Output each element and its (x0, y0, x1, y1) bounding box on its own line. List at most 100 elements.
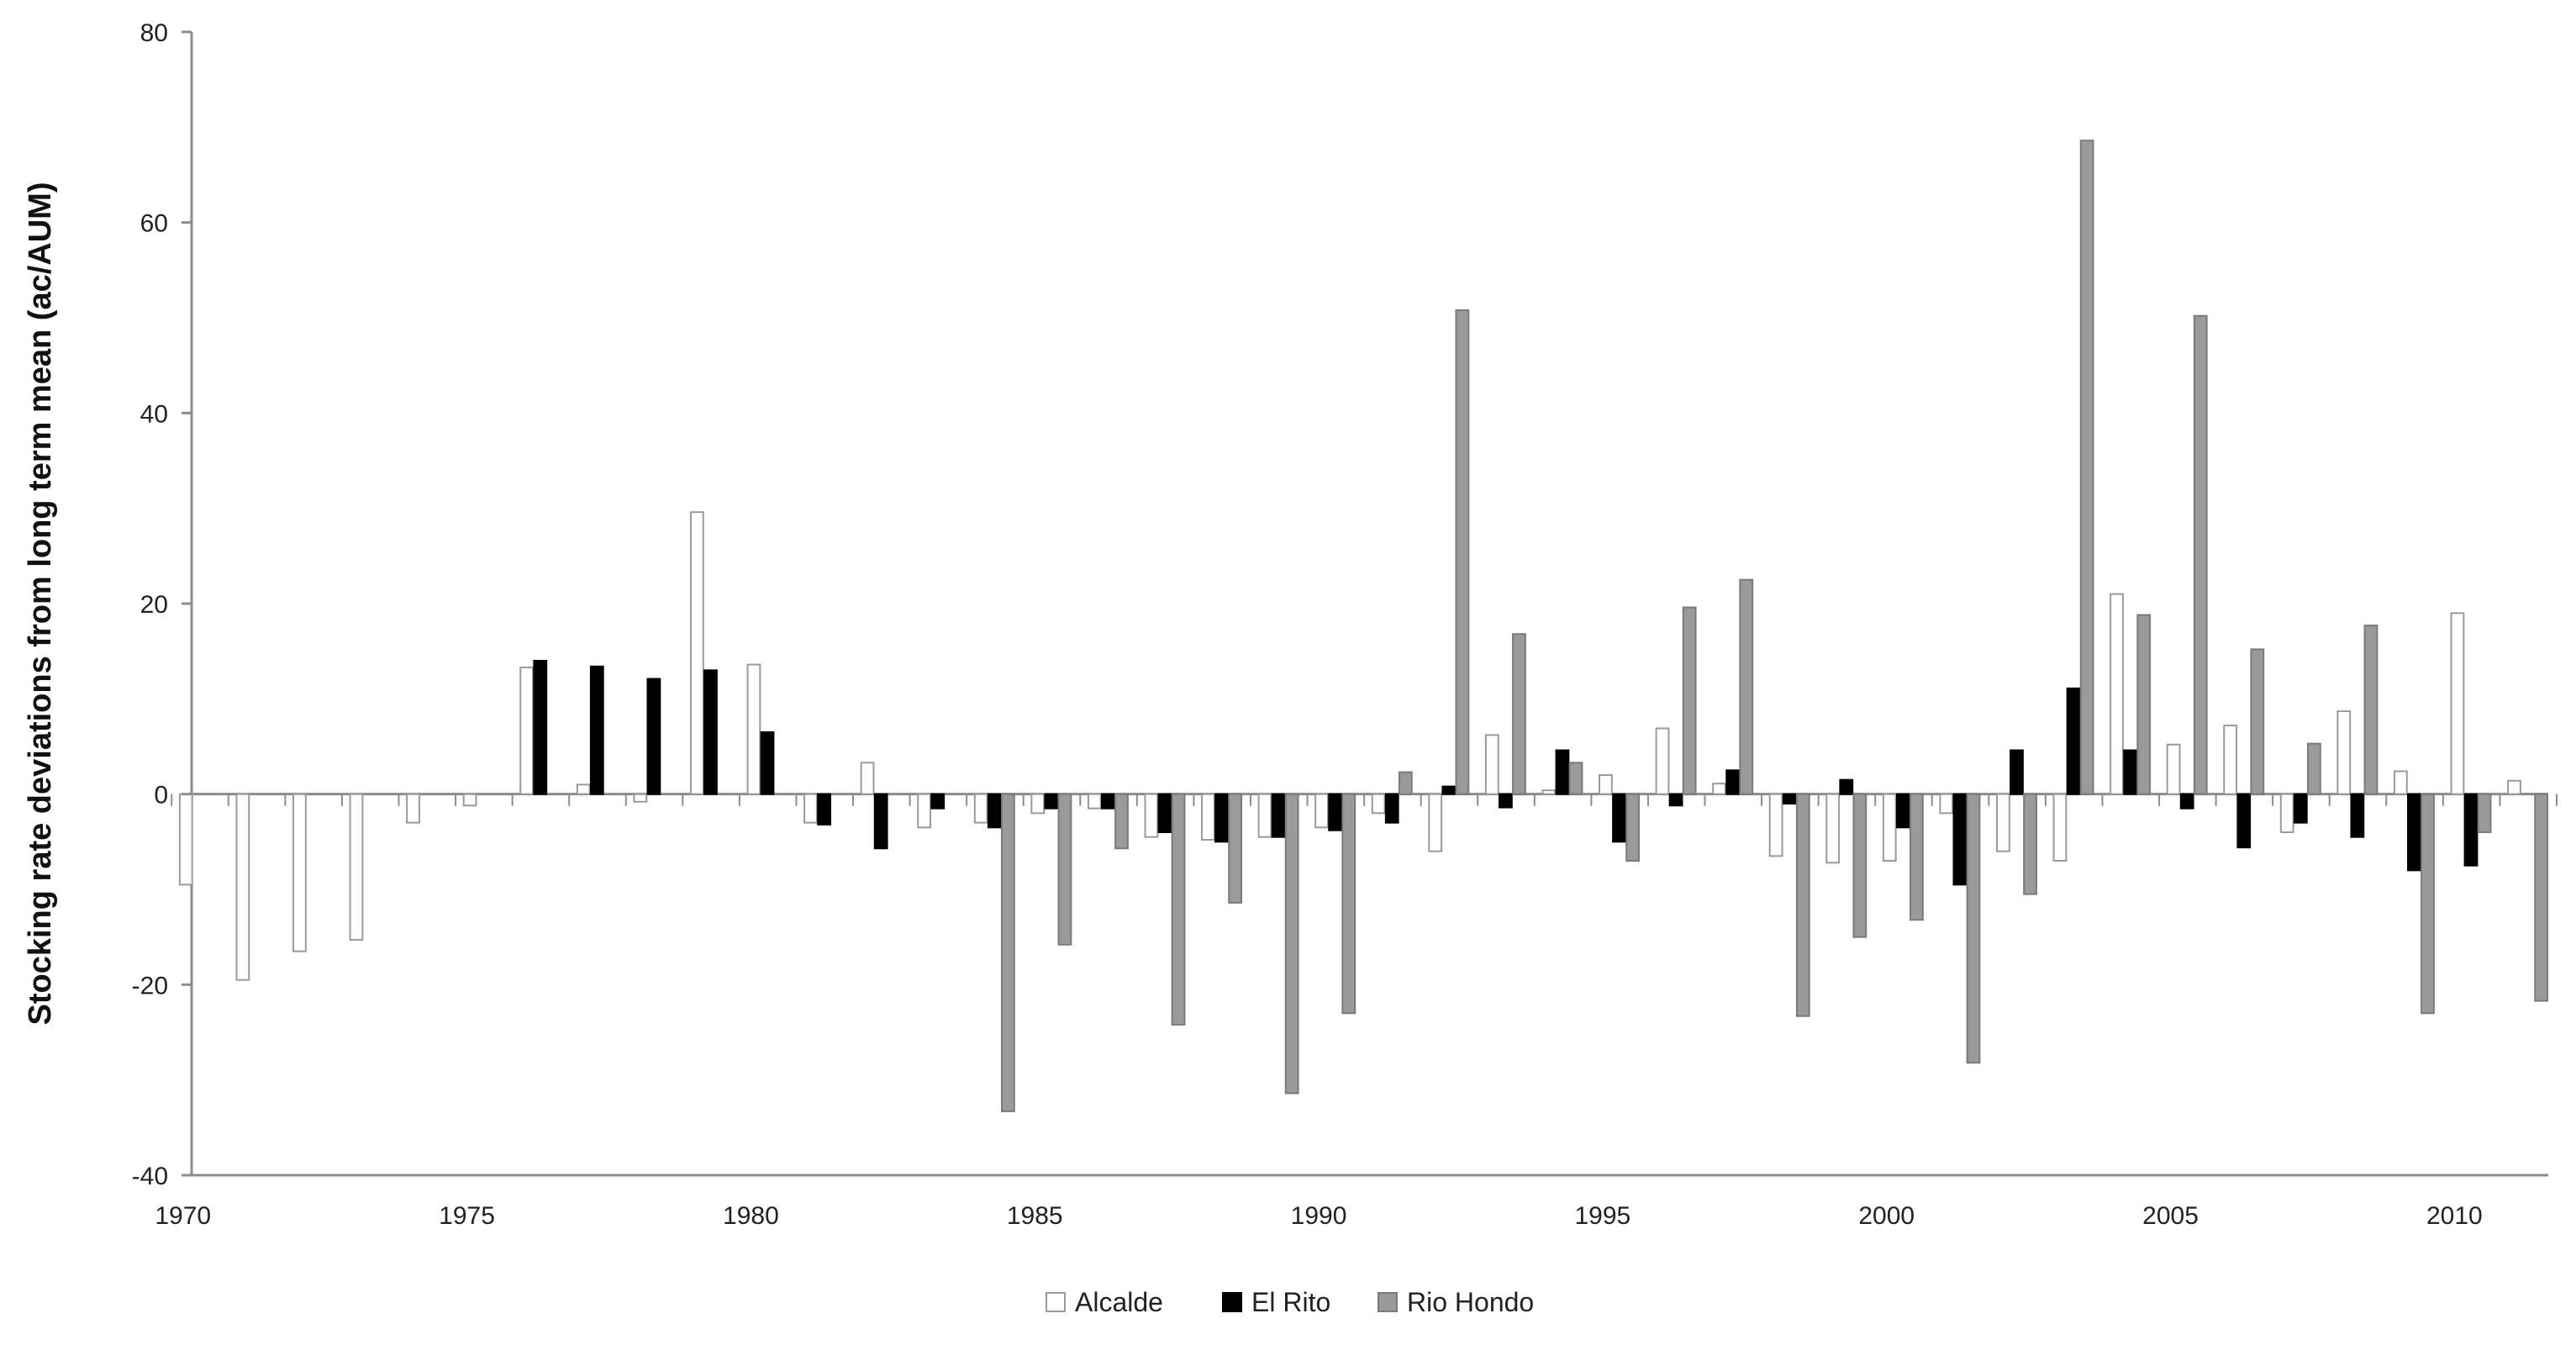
bar-rio-hondo-2008 (2363, 625, 2378, 795)
y-tick-label: 0 (154, 782, 168, 810)
bar-rio-hondo-1987 (1171, 793, 1186, 1026)
bar-el-rito-1982 (873, 793, 888, 850)
bar-el-rito-1988 (1214, 793, 1229, 843)
legend-label-el-rito: El Rito (1251, 1287, 1330, 1317)
bar-alcalde-1993 (1484, 734, 1499, 795)
y-axis-ticks: 80 60 40 20 0 -20 -40 (132, 19, 192, 1190)
bar-rio-hondo-2001 (1966, 793, 1981, 1064)
bar-alcalde-1996 (1655, 727, 1670, 795)
bar-rio-hondo-1995 (1625, 793, 1641, 862)
bar-alcalde-2003 (2052, 793, 2068, 862)
bar-alcalde-1998 (1768, 793, 1783, 857)
bar-alcalde-1981 (803, 793, 818, 824)
bar-alcalde-2007 (2279, 793, 2294, 834)
bar-rio-hondo-1993 (1512, 633, 1526, 795)
bar-alcalde-2011 (2507, 779, 2521, 795)
bar-el-rito-1999 (1839, 778, 1854, 795)
legend-swatch-el-rito (1222, 1292, 1242, 1312)
bar-rio-hondo-2006 (2250, 648, 2265, 795)
y-axis-title: Stocking rate deviations from long term … (23, 182, 58, 1026)
legend-swatch-rio-hondo (1378, 1292, 1398, 1312)
bar-el-rito-1983 (930, 793, 946, 810)
x-tick-label: 1995 (1575, 1202, 1631, 1230)
bar-el-rito-1986 (1101, 793, 1115, 810)
y-tick-label: 60 (140, 210, 168, 238)
bar-alcalde-1987 (1144, 793, 1159, 838)
y-tick-label: 20 (140, 591, 168, 619)
x-tick-label: 1975 (439, 1202, 495, 1230)
bar-alcalde-1989 (1257, 793, 1272, 838)
x-tick-label: 2010 (2426, 1202, 2483, 1230)
bar-el-rito-1990 (1328, 793, 1343, 831)
bar-alcalde-2004 (2110, 593, 2124, 795)
x-tick-label: 1990 (1291, 1202, 1347, 1230)
bar-rio-hondo-1990 (1341, 793, 1356, 1015)
bar-rio-hondo-1998 (1795, 793, 1810, 1017)
bar-el-rito-1995 (1612, 793, 1626, 843)
bar-alcalde-2008 (2336, 710, 2352, 795)
bar-alcalde-1997 (1712, 783, 1726, 795)
bar-alcalde-1971 (235, 793, 250, 981)
chart-bars (178, 140, 2549, 1113)
bar-el-rito-1985 (1044, 793, 1059, 810)
bar-el-rito-1977 (589, 665, 604, 795)
bar-el-rito-1989 (1271, 793, 1286, 838)
x-tick-label: 2005 (2142, 1202, 2199, 1230)
bar-el-rito-1981 (817, 793, 831, 825)
bar-rio-hondo-1984 (1000, 793, 1015, 1113)
bar-alcalde-2010 (2450, 612, 2465, 795)
bar-el-rito-1994 (1555, 749, 1570, 795)
bar-alcalde-1976 (519, 666, 535, 795)
x-tick-label: 2000 (1858, 1202, 1915, 1230)
bar-el-rito-2006 (2236, 793, 2252, 849)
bar-alcalde-2006 (2223, 725, 2238, 795)
bar-rio-hondo-2003 (2079, 140, 2094, 795)
bar-el-rito-2007 (2293, 793, 2308, 824)
bar-el-rito-1987 (1157, 793, 1172, 834)
x-tick-label: 1970 (155, 1202, 211, 1230)
bar-rio-hondo-1985 (1057, 793, 1072, 946)
bar-el-rito-2008 (2350, 793, 2365, 838)
bar-alcalde-1985 (1030, 793, 1046, 815)
legend-label-rio-hondo: Rio Hondo (1407, 1287, 1534, 1317)
y-tick-label: -40 (132, 1163, 168, 1190)
bar-alcalde-2009 (2393, 770, 2408, 795)
bar-alcalde-1978 (633, 793, 648, 803)
bar-el-rito-2010 (2463, 793, 2479, 867)
bar-alcalde-2000 (1882, 793, 1897, 862)
bar-alcalde-1975 (462, 793, 477, 807)
bar-rio-hondo-2010 (2477, 793, 2492, 834)
legend-swatch-alcalde (1046, 1292, 1066, 1312)
bar-alcalde-1990 (1314, 793, 1329, 829)
bar-rio-hondo-2004 (2136, 614, 2152, 795)
chart-legend: Alcalde El Rito Rio Hondo (1046, 1287, 1534, 1317)
bar-alcalde-1972 (292, 793, 307, 952)
bar-alcalde-1988 (1201, 793, 1215, 841)
bar-rio-hondo-2005 (2193, 314, 2208, 795)
bar-el-rito-2004 (2123, 749, 2138, 795)
bar-alcalde-1974 (406, 793, 420, 824)
x-axis-ticks: 1970 1975 1980 1985 1990 1995 2000 2005 2010 (155, 794, 2558, 1230)
legend-label-alcalde: Alcalde (1075, 1287, 1163, 1317)
bar-alcalde-2005 (2166, 743, 2181, 795)
y-tick-label: 80 (140, 19, 168, 47)
bar-rio-hondo-2002 (2023, 793, 2037, 895)
bar-alcalde-1986 (1087, 793, 1102, 810)
bar-rio-hondo-1986 (1114, 793, 1129, 850)
bar-el-rito-1996 (1668, 793, 1683, 807)
bar-rio-hondo-2007 (2306, 742, 2321, 795)
bar-alcalde-1983 (917, 793, 932, 829)
bar-el-rito-1998 (1782, 793, 1797, 805)
bar-el-rito-1976 (533, 660, 548, 795)
x-tick-label: 1985 (1007, 1202, 1063, 1230)
bar-el-rito-1991 (1384, 793, 1399, 824)
bar-rio-hondo-1991 (1398, 771, 1413, 795)
bar-el-rito-2001 (1952, 793, 1968, 886)
bar-alcalde-1999 (1825, 793, 1841, 864)
bar-alcalde-1977 (576, 783, 591, 795)
bar-el-rito-1997 (1725, 769, 1741, 795)
bar-alcalde-1984 (973, 793, 988, 824)
bar-el-rito-2005 (2179, 793, 2194, 810)
bar-rio-hondo-1988 (1228, 793, 1243, 904)
